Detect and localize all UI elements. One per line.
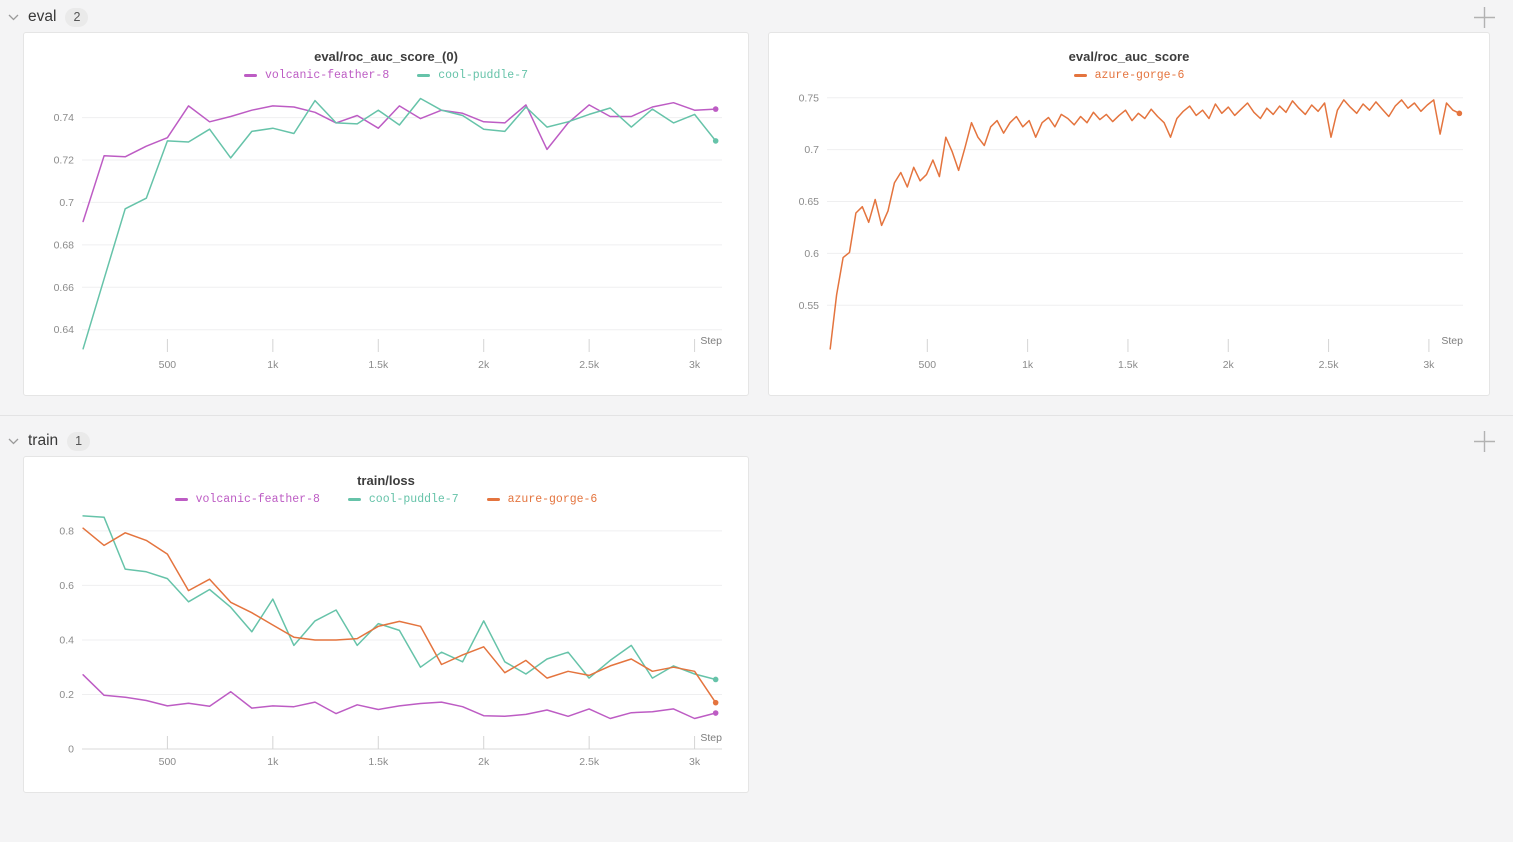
axis-label: 0.64 (54, 324, 75, 336)
axis-label: 0.55 (799, 300, 820, 312)
axis-label: 0.75 (799, 92, 820, 104)
axis-label: 0.7 (59, 197, 74, 209)
axis-label: 500 (159, 359, 177, 371)
legend-item-volcanic-feather-8[interactable]: volcanic-feather-8 (244, 69, 389, 82)
series-endpoint-dot-cool-puddle-7 (712, 138, 719, 144)
line-chart-train-loss[interactable]: 0 0.2 0.4 0.6 0.8 500 1k 1.5k 2k 2.5k 3k Step (36, 509, 736, 781)
legend-item-volcanic-feather-8[interactable]: volcanic-feather-8 (174, 492, 320, 506)
axis-label: 1.5k (368, 756, 389, 768)
chart-panel-eval-roc-auc-score-0: eval/roc_auc_score_(0) volcanic-feather-… (23, 32, 749, 396)
section-header-eval: eval 2 (0, 0, 1513, 32)
series-endpoint-dot-cool-puddle-7 (712, 676, 719, 683)
axis-label: 1.5k (368, 359, 389, 371)
axis-label: 2.5k (1319, 359, 1340, 371)
series-endpoint-dot-azure-gorge-6 (712, 699, 719, 706)
chart-title: eval/roc_auc_score_(0) (314, 49, 458, 64)
legend-item-azure-gorge-6[interactable]: azure-gorge-6 (486, 492, 598, 506)
legend-swatch-icon (347, 497, 361, 501)
legend-run-name: cool-puddle-7 (368, 492, 459, 506)
legend-run-name: volcanic-feather-8 (195, 492, 320, 506)
legend-swatch-icon (1073, 73, 1087, 77)
axis-label: 3k (689, 756, 701, 768)
axis-label: 0.8 (59, 525, 74, 537)
axis-label: 2.5k (579, 756, 600, 768)
section-train: train 1 train/loss volcanic-feather-8 coo… (0, 424, 1513, 793)
legend-run-name: azure-gorge-6 (507, 492, 598, 506)
series-endpoint-dot-azure-gorge-6 (1456, 110, 1463, 117)
axis-label: 0.65 (799, 196, 820, 208)
legend-run-name: azure-gorge-6 (1094, 68, 1185, 82)
legend-item-cool-puddle-7[interactable]: cool-puddle-7 (347, 492, 459, 506)
axis-label: Step (1441, 335, 1463, 347)
legend-swatch-icon (174, 497, 188, 501)
chart-panel-train-loss: train/loss volcanic-feather-8 cool-puddle… (23, 456, 749, 793)
legend-swatch-icon (417, 73, 431, 77)
axis-label: 1k (267, 756, 279, 768)
axis-label: 2.5k (579, 359, 600, 371)
add-panel-icon[interactable] (1472, 5, 1497, 30)
axis-label: 1k (1022, 359, 1034, 371)
series-endpoint-dot-volcanic-feather-8 (712, 710, 719, 716)
axis-label: 500 (919, 359, 937, 371)
section-header-train: train 1 (0, 424, 1513, 456)
chart-legend: azure-gorge-6 (781, 67, 1477, 83)
chevron-down-icon[interactable] (8, 14, 19, 21)
axis-label: 0.72 (54, 155, 75, 167)
axis-label: 0.66 (54, 282, 75, 294)
series-endpoint-dot-volcanic-feather-8 (712, 106, 719, 112)
axis-label: 0 (68, 744, 74, 756)
axis-label: 500 (159, 756, 177, 768)
section-eval: eval 2 eval/roc_auc_score_(0) volcanic-f… (0, 0, 1513, 396)
axis-label: 0.4 (59, 634, 74, 646)
series-line-volcanic-feather-8[interactable] (82, 101, 717, 223)
axis-label: Step (700, 335, 722, 347)
axis-label: 2k (1223, 359, 1235, 371)
series-line-cool-puddle-7[interactable] (82, 515, 717, 681)
chart-panel-eval-roc-auc-score: eval/roc_auc_score azure-gorge-6 0.55 0.6… (768, 32, 1490, 396)
chevron-down-icon[interactable] (8, 438, 19, 445)
panel-count-badge: 1 (67, 431, 91, 451)
legend-item-cool-puddle-7[interactable]: cool-puddle-7 (417, 69, 528, 82)
axis-label: 0.7 (804, 144, 819, 156)
add-panel-icon[interactable] (1472, 429, 1497, 454)
axis-label: 0.6 (59, 580, 74, 592)
axis-label: 3k (1423, 359, 1435, 371)
series-line-volcanic-feather-8[interactable] (82, 674, 717, 720)
axis-label: 0.6 (804, 248, 819, 260)
chart-title: train/loss (357, 473, 415, 488)
axis-label: Step (700, 732, 722, 744)
series-line-cool-puddle-7[interactable] (82, 97, 717, 350)
line-chart-eval-roc-auc-score-0[interactable]: 0.64 0.66 0.68 0.7 0.72 0.74 500 1k 1.5k 2k 2.5k 3k… (36, 85, 736, 384)
line-chart-eval-roc-auc-score[interactable]: 0.55 0.6 0.65 0.7 0.75 500 1k 1.5k 2k 2.5k 3k Step (781, 85, 1477, 384)
axis-label: 2k (478, 359, 490, 371)
legend-swatch-icon (244, 73, 258, 77)
section-title-eval[interactable]: eval (28, 8, 57, 25)
axis-label: 0.74 (54, 112, 75, 124)
legend-item-azure-gorge-6[interactable]: azure-gorge-6 (1073, 68, 1185, 82)
section-divider (0, 415, 1513, 416)
axis-label: 2k (478, 756, 490, 768)
series-line-azure-gorge-6[interactable] (829, 99, 1461, 350)
section-title-train[interactable]: train (28, 432, 59, 449)
legend-run-name: volcanic-feather-8 (265, 68, 390, 82)
axis-label: 0.68 (54, 239, 75, 251)
axis-label: 0.2 (59, 689, 74, 701)
series-line-azure-gorge-6[interactable] (82, 527, 717, 704)
chart-legend: volcanic-feather-8 cool-puddle-7 azure-gor… (36, 491, 736, 507)
panel-count-badge: 2 (65, 7, 89, 27)
chart-legend: volcanic-feather-8 cool-puddle-7 (36, 67, 736, 83)
axis-label: 1.5k (1118, 359, 1139, 371)
axis-label: 1k (267, 359, 279, 371)
chart-title: eval/roc_auc_score (1068, 49, 1190, 64)
axis-label: 3k (689, 359, 701, 371)
legend-swatch-icon (486, 497, 500, 501)
legend-run-name: cool-puddle-7 (438, 68, 528, 82)
